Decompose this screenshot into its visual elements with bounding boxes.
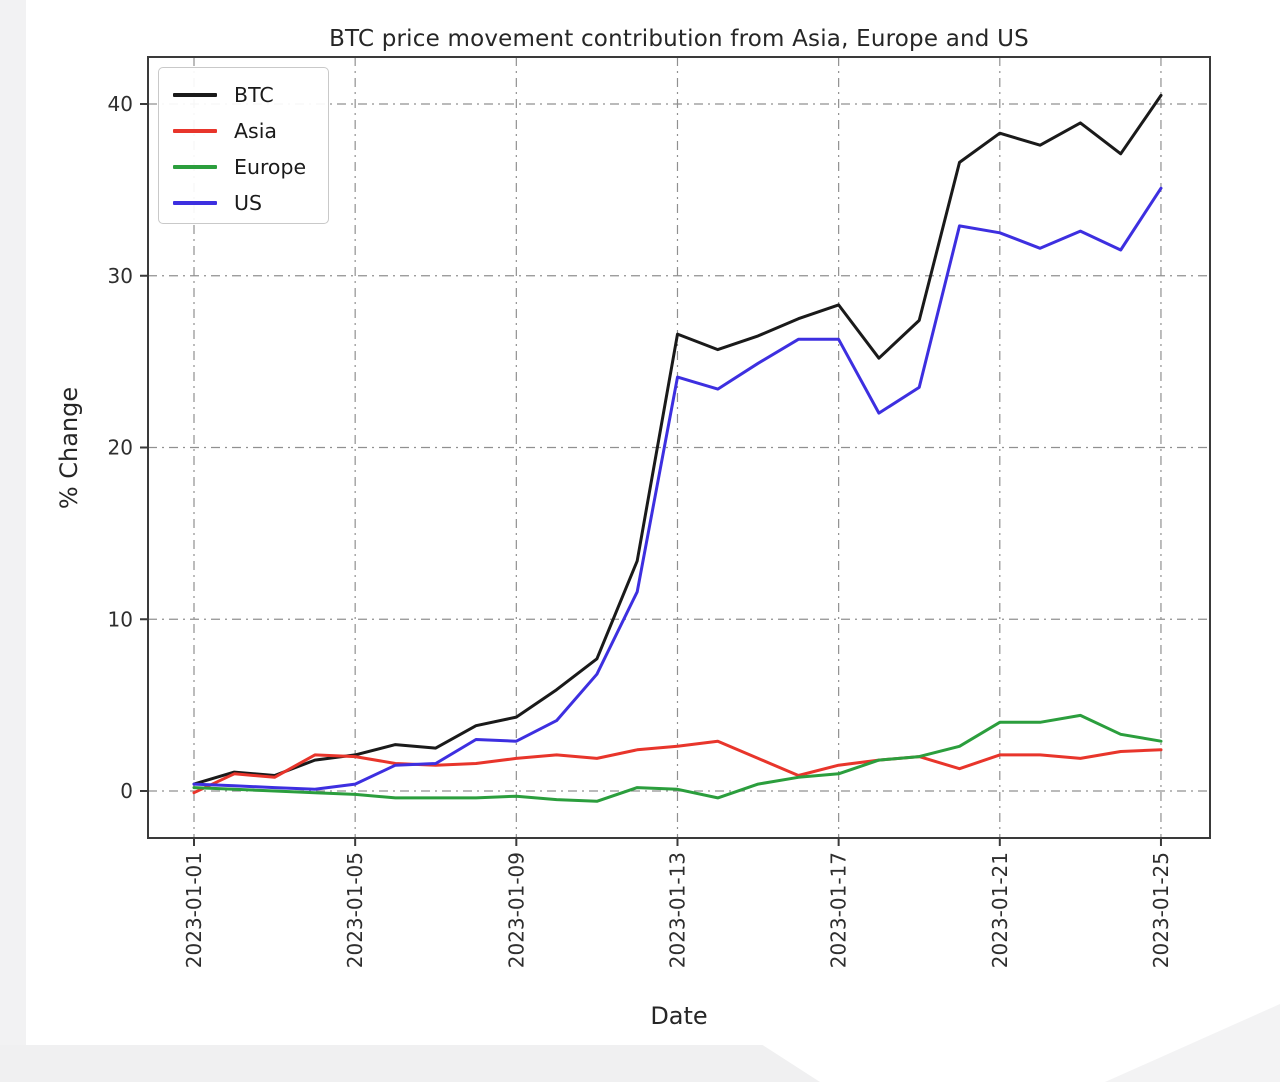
- series-line-asia: [192, 739, 1163, 795]
- y-tick-label: 30: [108, 264, 133, 288]
- x-tick-label: 2023-01-25: [1149, 852, 1173, 968]
- legend-label-btc: BTC: [234, 83, 274, 107]
- tick-labels: 2023-01-01 2023-01-05 2023-01-09 2023-01-13…: [108, 92, 1173, 968]
- background-bottom-band: [0, 1045, 820, 1082]
- series-line-europe: [192, 713, 1163, 803]
- legend-item-europe: Europe: [173, 149, 328, 185]
- legend-label-europe: Europe: [234, 155, 307, 179]
- x-tick-label: 2023-01-09: [504, 852, 528, 968]
- legend-label-asia: Asia: [234, 119, 277, 143]
- legend-line-swatch-btc: [173, 93, 217, 97]
- legend-item-btc: BTC: [173, 77, 328, 113]
- x-axis-label: Date: [650, 1002, 708, 1030]
- y-tick-label: 40: [108, 92, 133, 116]
- background-left-strip: [0, 0, 26, 1082]
- y-tick-label: 10: [108, 607, 133, 631]
- legend-line-swatch-europe: [173, 165, 217, 169]
- y-tick-label: 20: [108, 436, 133, 460]
- legend: BTC Asia Europe US: [158, 67, 329, 224]
- series-lines: [192, 93, 1163, 803]
- y-tick-label: 0: [120, 779, 133, 803]
- series-line-btc: [192, 93, 1163, 786]
- legend-line-swatch-asia: [173, 129, 217, 133]
- legend-line-swatch-us: [173, 201, 217, 205]
- x-tick-label: 2023-01-21: [988, 852, 1012, 968]
- x-tick-label: 2023-01-17: [827, 852, 851, 968]
- legend-item-us: US: [173, 185, 328, 221]
- y-axis-label: % Change: [55, 386, 83, 510]
- tick-marks: [140, 103, 1162, 846]
- legend-label-us: US: [234, 191, 263, 215]
- series-line-us: [192, 186, 1163, 791]
- x-tick-label: 2023-01-13: [665, 852, 689, 968]
- x-tick-label: 2023-01-05: [343, 852, 367, 968]
- legend-item-asia: Asia: [173, 113, 328, 149]
- chart-title: BTC price movement contribution from Asi…: [329, 26, 1029, 52]
- x-tick-label: 2023-01-01: [182, 852, 206, 968]
